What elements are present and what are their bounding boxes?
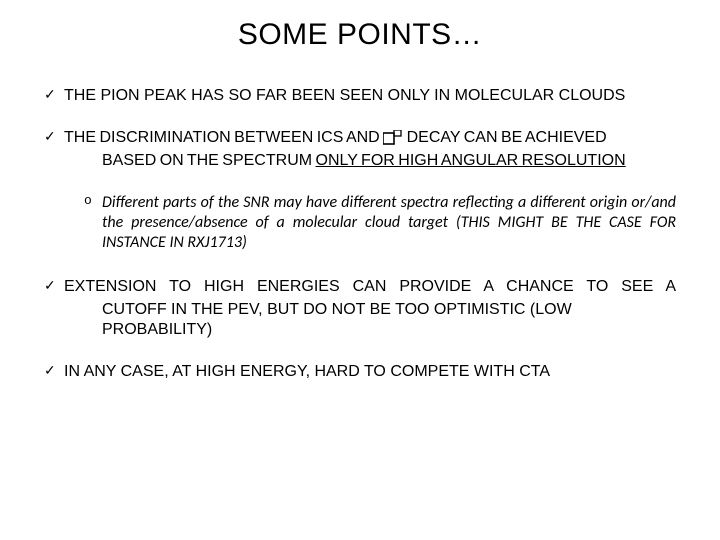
bullet-2-continuation: BASED ON THE SPECTRUM ONLY FOR HIGH ANGU…	[64, 151, 676, 171]
sub-bullet-item: Different parts of the SNR may have diff…	[84, 193, 676, 253]
bullet-text-3c: PROBABILITY)	[102, 321, 212, 338]
bullet-item-3: EXTENSION TO HIGH ENERGIES CAN PROVIDE A…	[44, 277, 676, 340]
sub-bullet-list: Different parts of the SNR may have diff…	[44, 193, 676, 253]
bullet-list-2: EXTENSION TO HIGH ENERGIES CAN PROVIDE A…	[44, 277, 676, 382]
bullet-text-2a: THE DISCRIMINATION BETWEEN ICS AND	[64, 129, 383, 146]
bullet-3-continuation: CUTOFF IN THE PEV, BUT DO NOT BE TOO OPT…	[64, 300, 676, 340]
underlined-text: ONLY FOR HIGH ANGULAR RESOLUTION	[316, 152, 626, 169]
bullet-item-2: THE DISCRIMINATION BETWEEN ICS AND DECAY…	[44, 128, 676, 171]
slide: SOME POINTS… THE PION PEAK HAS SO FAR BE…	[0, 0, 720, 540]
bullet-text-4: IN ANY CASE, AT HIGH ENERGY, HARD TO COM…	[64, 363, 550, 380]
bullet-text-2b: DECAY CAN BE ACHIEVED	[403, 129, 606, 146]
bullet-list: THE PION PEAK HAS SO FAR BEEN SEEN ONLY …	[44, 86, 676, 171]
bullet-text-3a: EXTENSION TO HIGH ENERGIES CAN PROVIDE A…	[64, 278, 676, 295]
bullet-text: THE PION PEAK HAS SO FAR BEEN SEEN ONLY …	[64, 87, 625, 104]
slide-title: SOME POINTS…	[44, 18, 676, 52]
bullet-item-4: IN ANY CASE, AT HIGH ENERGY, HARD TO COM…	[44, 362, 676, 382]
sub-bullet-text: Different parts of the SNR may have diff…	[102, 193, 676, 252]
pi-zero-icon	[383, 130, 403, 146]
bullet-text-3b: CUTOFF IN THE PEV, BUT DO NOT BE TOO OPT…	[102, 301, 572, 318]
bullet-text-2c: BASED ON THE SPECTRUM	[102, 152, 316, 169]
bullet-item-1: THE PION PEAK HAS SO FAR BEEN SEEN ONLY …	[44, 86, 676, 106]
